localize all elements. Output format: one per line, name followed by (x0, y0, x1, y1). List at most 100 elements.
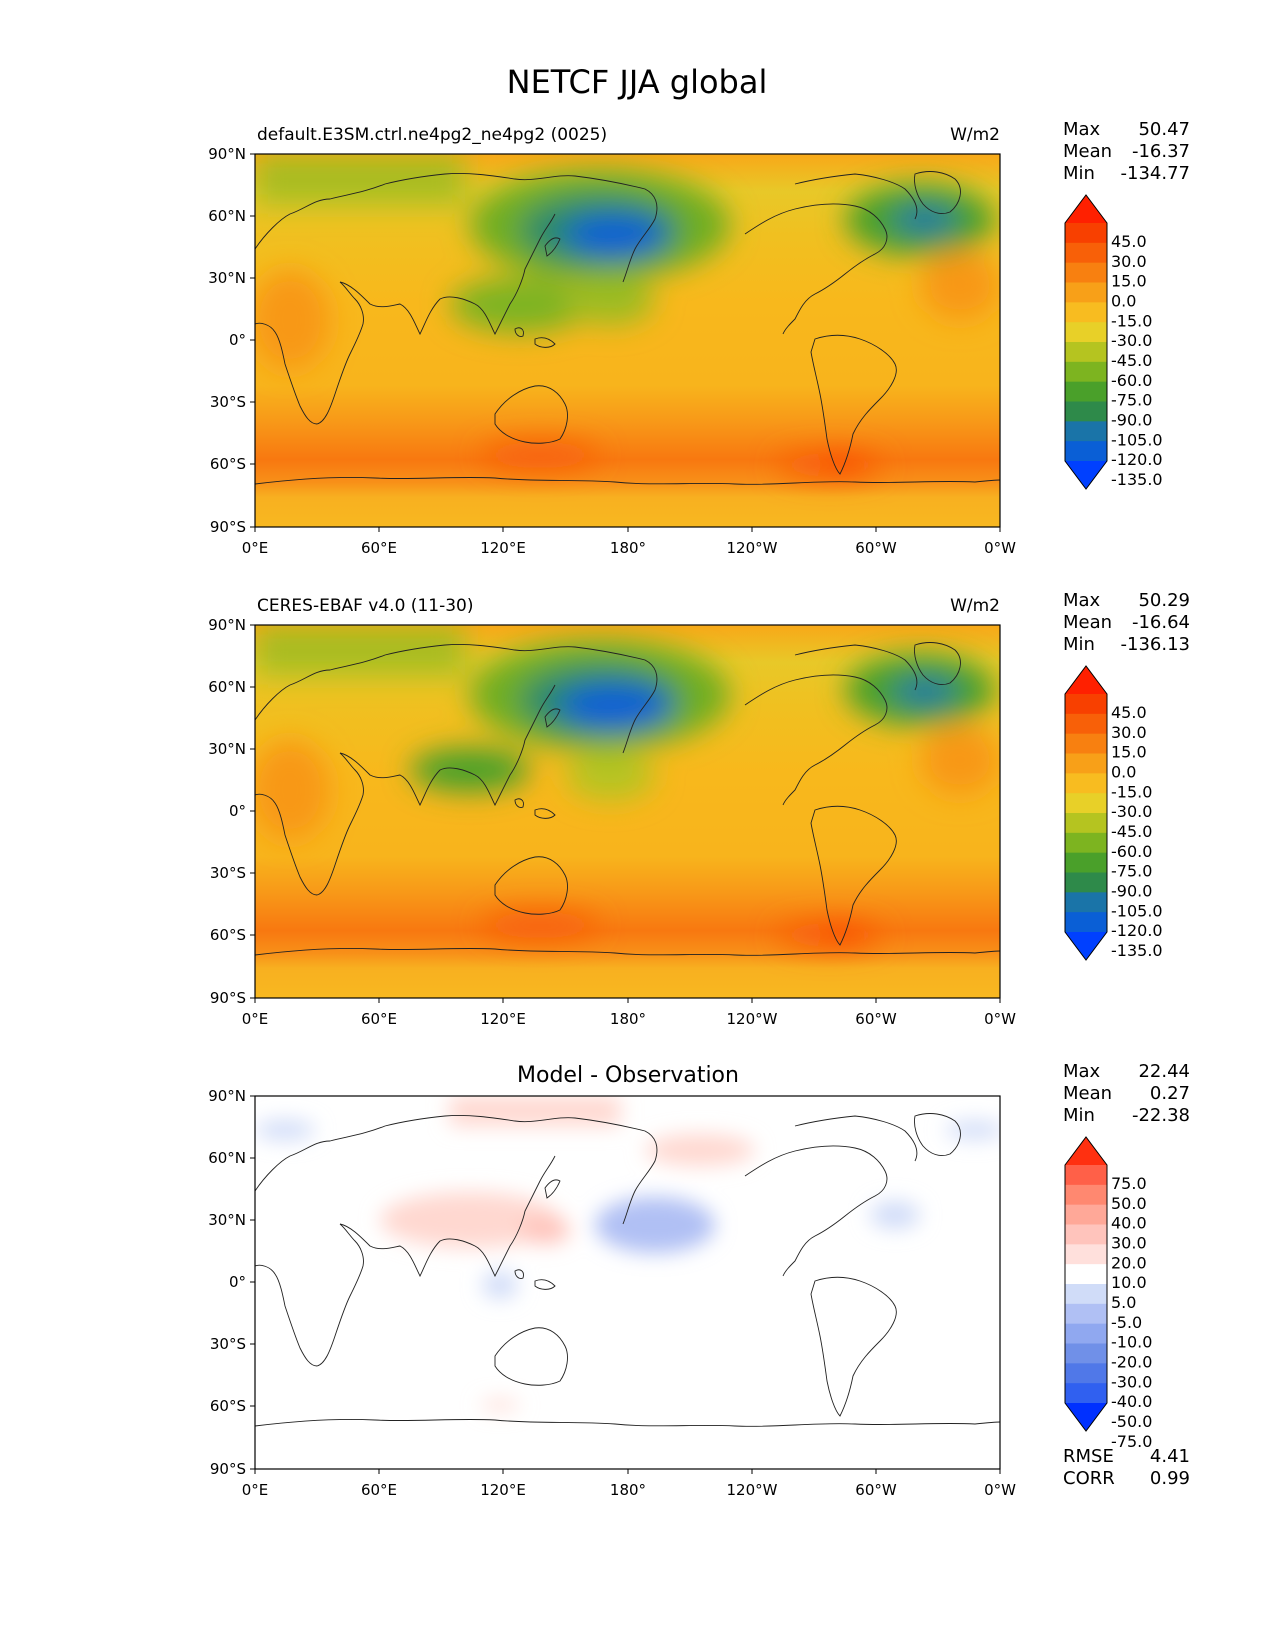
svg-text:0°E: 0°E (242, 539, 269, 557)
colorbar-tick-label: -105.0 (1111, 430, 1163, 449)
lon-tick: 60°W (855, 1469, 897, 1499)
colorbar-bin (1065, 1383, 1107, 1404)
colorbar-extend-min (1065, 1403, 1107, 1431)
colorbar-bin (1065, 912, 1107, 933)
svg-text:Min: Min (1063, 1105, 1095, 1126)
lat-tick: 30°S (210, 864, 255, 882)
colorbar-bin (1065, 342, 1107, 363)
lon-tick: 0°E (242, 527, 269, 557)
svg-text:30°S: 30°S (210, 393, 246, 411)
svg-text:60°N: 60°N (208, 1149, 246, 1167)
colorbar-tick-label: -75.0 (1111, 1432, 1152, 1451)
svg-text:60°W: 60°W (855, 539, 897, 557)
colorbar-tick-label: -120.0 (1111, 450, 1163, 469)
colorbar-bin (1065, 694, 1107, 715)
colorbar-tick-label: -20.0 (1111, 1352, 1152, 1371)
panel-left-title: CERES-EBAF v4.0 (11-30) (257, 596, 473, 616)
colorbar-tick-label: -10.0 (1111, 1333, 1152, 1352)
panel-center-title: Model - Observation (517, 1063, 739, 1088)
colorbar-tick-label: -15.0 (1111, 782, 1152, 801)
lon-tick: 120°E (480, 998, 526, 1028)
colorbar-tick-label: 15.0 (1111, 743, 1147, 762)
lat-tick: 30°S (210, 1335, 255, 1353)
lon-tick: 180° (610, 1469, 646, 1499)
panel-units: W/m2 (950, 125, 1000, 145)
svg-text:90°N: 90°N (208, 145, 246, 163)
lat-tick: 30°N (208, 269, 255, 287)
panel-obs: CERES-EBAF v4.0 (11-30) W/m2 90°N 60°N 3… (208, 590, 1190, 1028)
lat-tick: 0° (229, 1273, 255, 1291)
svg-text:Mean: Mean (1063, 141, 1112, 162)
lat-axis: 90°N 60°N 30°N 0° 30°S 60°S 90°S (208, 1087, 255, 1478)
colorbar-tick-label: -90.0 (1111, 410, 1152, 429)
lat-tick: 90°N (208, 1087, 255, 1105)
colorbar-tick-label: -5.0 (1111, 1313, 1142, 1332)
svg-text:60°W: 60°W (855, 1481, 897, 1499)
lon-tick: 120°E (480, 1469, 526, 1499)
svg-text:60°E: 60°E (361, 1010, 397, 1028)
svg-text:CORR: CORR (1063, 1468, 1115, 1489)
colorbar-tick-label: -50.0 (1111, 1412, 1152, 1431)
svg-text:60°N: 60°N (208, 678, 246, 696)
svg-text:Max: Max (1063, 1061, 1101, 1082)
svg-text:60°E: 60°E (361, 539, 397, 557)
colorbar-tick-label: 30.0 (1111, 723, 1147, 742)
lat-tick: 60°N (208, 207, 255, 225)
colorbar-tick-label: -40.0 (1111, 1392, 1152, 1411)
colorbar-bin (1065, 753, 1107, 774)
svg-text:0°: 0° (229, 331, 246, 349)
svg-text:0°W: 0°W (984, 539, 1016, 557)
colorbar-bin (1065, 713, 1107, 735)
svg-text:0°W: 0°W (984, 1010, 1016, 1028)
colorbar-tick-label: -75.0 (1111, 391, 1152, 410)
colorbar-bin (1065, 223, 1107, 244)
svg-text:Max: Max (1063, 590, 1101, 611)
colorbar-tick-label: -135.0 (1111, 941, 1163, 960)
svg-text:30°N: 30°N (208, 740, 246, 758)
colorbar-bin (1065, 302, 1107, 323)
svg-text:120°W: 120°W (727, 1481, 778, 1499)
svg-text:60°S: 60°S (210, 1397, 246, 1415)
svg-text:120°W: 120°W (727, 1010, 778, 1028)
panel-units: W/m2 (950, 596, 1000, 616)
svg-text:60°N: 60°N (208, 207, 246, 225)
lat-tick: 60°S (210, 1397, 255, 1415)
colorbar-extend-max (1065, 666, 1107, 694)
lat-tick: 90°N (208, 145, 255, 163)
svg-text:0°E: 0°E (242, 1481, 269, 1499)
colorbar-tick-label: -60.0 (1111, 371, 1152, 390)
svg-text:Min: Min (1063, 634, 1095, 655)
lon-tick: 0°W (984, 1469, 1016, 1499)
lat-tick: 0° (229, 802, 255, 820)
lon-tick: 60°E (361, 998, 397, 1028)
lon-axis: 0°E 60°E 120°E 180° 120°W 60°W 0°W (242, 1469, 1016, 1499)
lat-tick: 90°S (210, 518, 255, 536)
svg-text:RMSE: RMSE (1063, 1446, 1114, 1467)
colorbar-bin (1065, 282, 1107, 303)
svg-text:-16.64: -16.64 (1132, 612, 1190, 633)
colorbar-bin (1065, 381, 1107, 402)
svg-text:120°W: 120°W (727, 539, 778, 557)
colorbar-outline (1064, 665, 1108, 961)
stats-block: Max 50.29 Mean -16.64 Min -136.13 (1063, 590, 1190, 655)
lat-tick: 90°S (210, 989, 255, 1007)
svg-text:30°S: 30°S (210, 1335, 246, 1353)
colorbar-bin (1065, 1204, 1107, 1225)
svg-text:50.47: 50.47 (1138, 119, 1190, 140)
colorbar-tick-label: 75.0 (1111, 1174, 1147, 1193)
svg-text:30°N: 30°N (208, 269, 246, 287)
svg-text:60°W: 60°W (855, 1010, 897, 1028)
svg-text:0.99: 0.99 (1150, 1468, 1190, 1489)
colorbar-bin (1065, 242, 1107, 264)
svg-text:180°: 180° (610, 1481, 646, 1499)
colorbar-extend-max (1065, 1137, 1107, 1165)
svg-text:120°E: 120°E (480, 539, 526, 557)
colorbar-tick-label: 45.0 (1111, 232, 1147, 251)
lon-tick: 60°W (855, 998, 897, 1028)
lat-tick: 60°N (208, 678, 255, 696)
colorbar-bin (1065, 1323, 1107, 1344)
colorbar-tick-label: 0.0 (1111, 291, 1136, 310)
lon-tick: 0°W (984, 998, 1016, 1028)
svg-text:60°E: 60°E (361, 1481, 397, 1499)
